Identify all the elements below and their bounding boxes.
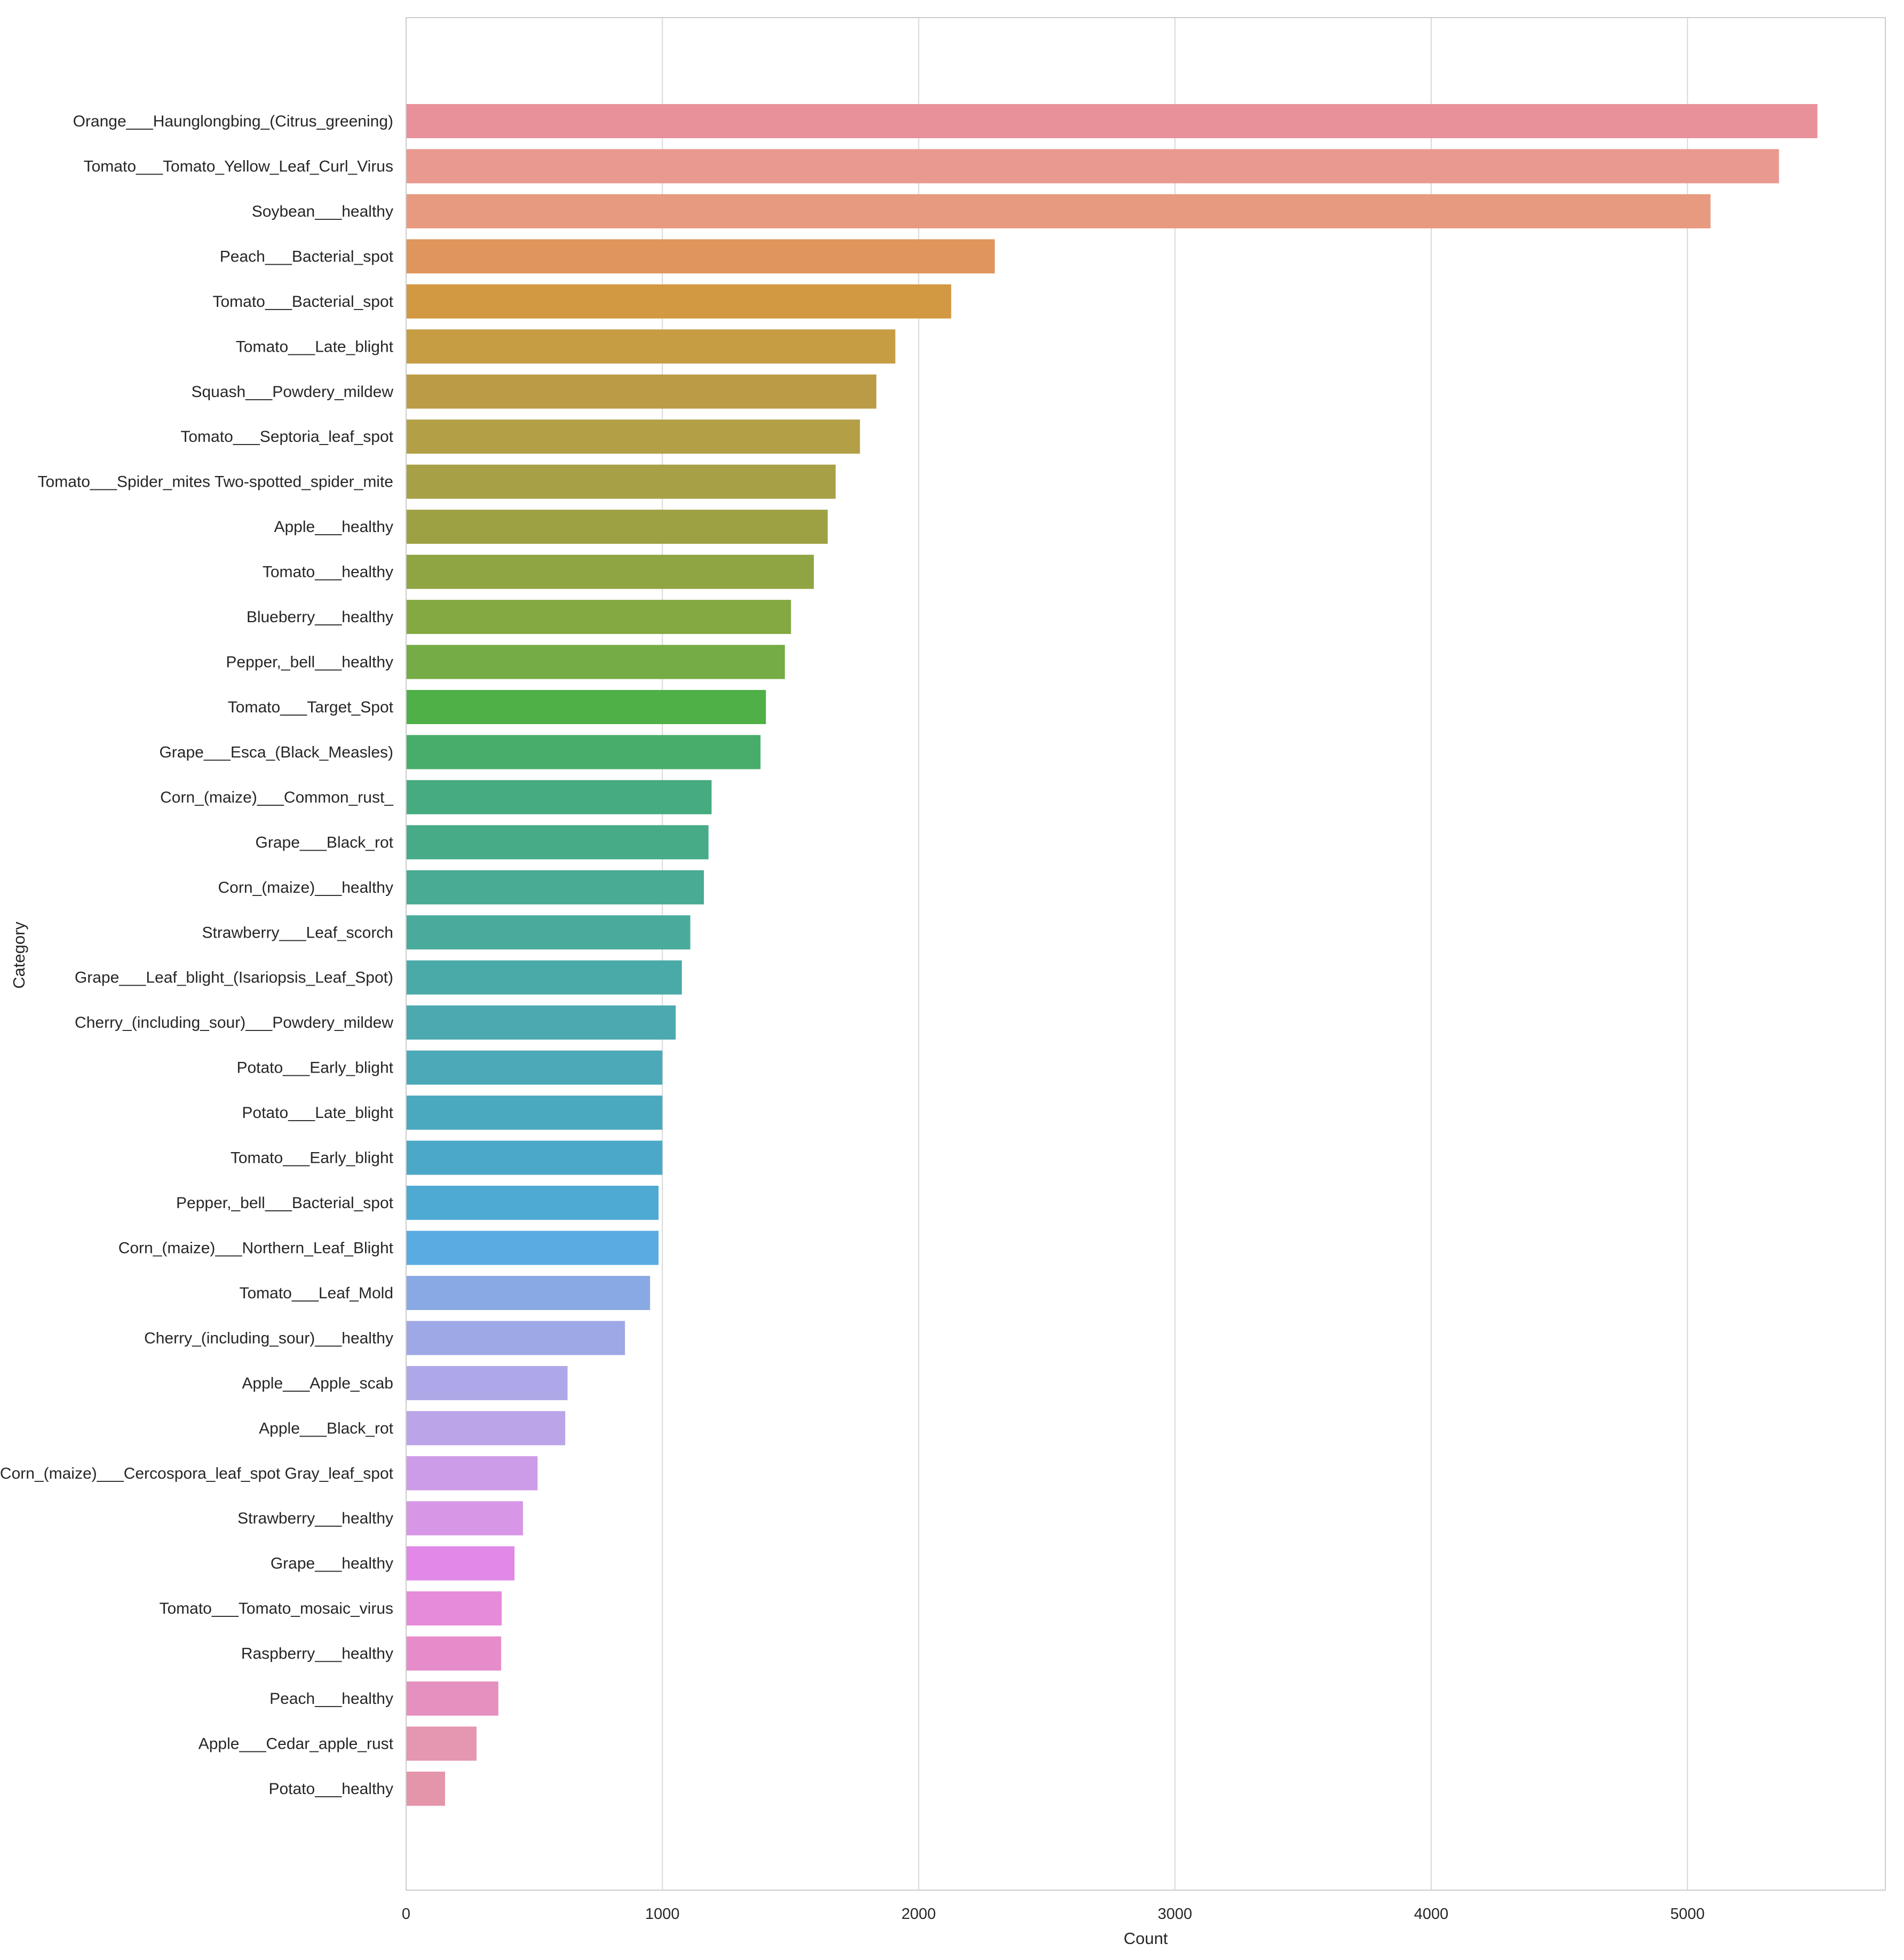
- x-tick-label: 1000: [645, 1906, 680, 1923]
- bar: [406, 1096, 663, 1130]
- bar: [406, 915, 691, 950]
- category-label: Corn_(maize)___Northern_Leaf_Blight: [118, 1239, 394, 1257]
- bar: [406, 1231, 659, 1265]
- x-tick-label: 5000: [1670, 1906, 1705, 1923]
- bar: [406, 735, 761, 769]
- category-label: Pepper,_bell___healthy: [226, 654, 393, 671]
- category-labels: Orange___Haunglongbing_(Citrus_greening)…: [0, 113, 394, 1798]
- y-axis-title: Category: [10, 922, 28, 989]
- bar: [406, 1140, 663, 1175]
- category-label: Potato___Late_blight: [242, 1104, 393, 1122]
- x-tick-label: 2000: [901, 1906, 936, 1923]
- category-label: Apple___healthy: [274, 518, 393, 536]
- category-label: Pepper,_bell___Bacterial_spot: [176, 1194, 394, 1212]
- category-label: Soybean___healthy: [252, 203, 393, 220]
- bar: [406, 1591, 502, 1626]
- category-label: Cherry_(including_sour)___Powdery_mildew: [75, 1014, 393, 1031]
- bar: [406, 329, 895, 364]
- category-label: Cherry_(including_sour)___healthy: [144, 1329, 393, 1347]
- category-label: Corn_(maize)___Common_rust_: [160, 789, 394, 806]
- category-label: Apple___Black_rot: [259, 1419, 394, 1437]
- bar: [406, 1275, 650, 1310]
- category-label: Tomato___Tomato_Yellow_Leaf_Curl_Virus: [84, 157, 393, 175]
- category-label: Potato___Early_blight: [236, 1059, 393, 1077]
- bar: [406, 1411, 566, 1446]
- category-label: Tomato___Early_blight: [231, 1149, 394, 1167]
- bar: [406, 689, 766, 724]
- bar: [406, 600, 791, 634]
- x-tick-label: 4000: [1414, 1906, 1449, 1923]
- category-label: Grape___healthy: [271, 1555, 393, 1573]
- category-label: Orange___Haunglongbing_(Citrus_greening): [73, 113, 393, 130]
- bar: [406, 1321, 625, 1355]
- category-label: Tomato___Spider_mites Two-spotted_spider…: [38, 473, 393, 491]
- x-axis-title: Count: [1124, 1929, 1168, 1948]
- plot-frame: [406, 17, 1886, 1891]
- category-label: Tomato___Target_Spot: [228, 699, 394, 716]
- category-label: Strawberry___Leaf_scorch: [202, 924, 393, 941]
- bar: [406, 1366, 568, 1400]
- bar: [406, 825, 709, 860]
- bar: [406, 374, 877, 409]
- category-label: Tomato___Tomato_mosaic_virus: [159, 1600, 393, 1617]
- bar: [406, 1681, 498, 1716]
- bar: [406, 870, 704, 904]
- bar: [406, 464, 836, 499]
- bar: [406, 1726, 477, 1761]
- bars: [406, 104, 1818, 1806]
- bar: [406, 419, 860, 454]
- x-tick-label: 0: [402, 1906, 410, 1923]
- bar: [406, 780, 712, 814]
- category-label: Peach___healthy: [269, 1690, 393, 1708]
- category-label: Corn_(maize)___Cercospora_leaf_spot Gray…: [0, 1465, 394, 1482]
- category-label: Tomato___Bacterial_spot: [212, 293, 393, 311]
- category-label: Tomato___Septoria_leaf_spot: [180, 428, 393, 446]
- category-label: Apple___Cedar_apple_rust: [199, 1735, 394, 1753]
- category-label: Strawberry___healthy: [237, 1510, 393, 1527]
- bar: [406, 239, 995, 274]
- bar: [406, 1050, 663, 1085]
- bar: [406, 960, 682, 995]
- x-tick-label: 3000: [1157, 1906, 1192, 1923]
- category-label: Tomato___healthy: [263, 564, 393, 581]
- category-label: Blueberry___healthy: [247, 608, 393, 626]
- category-label: Peach___Bacterial_spot: [220, 248, 394, 265]
- category-label: Raspberry___healthy: [241, 1645, 393, 1663]
- category-label: Tomato___Leaf_Mold: [239, 1284, 393, 1302]
- bar: [406, 1636, 502, 1671]
- bar: [406, 645, 785, 679]
- bar: [406, 284, 951, 319]
- bar: [406, 104, 1818, 138]
- category-label: Grape___Leaf_blight_(Isariopsis_Leaf_Spo…: [75, 969, 393, 987]
- bar: [406, 149, 1779, 184]
- bar: [406, 1546, 515, 1581]
- category-label: Grape___Esca_(Black_Measles): [159, 743, 393, 761]
- category-label: Apple___Apple_scab: [242, 1375, 393, 1392]
- bar: [406, 194, 1711, 228]
- category-label: Tomato___Late_blight: [236, 338, 394, 355]
- bar: [406, 1501, 523, 1536]
- bar: [406, 1456, 538, 1490]
- category-label: Corn_(maize)___healthy: [218, 879, 393, 896]
- bar: [406, 510, 828, 544]
- x-tick-labels: 0 1000 2000 3000 4000 5000: [402, 1906, 1705, 1923]
- bar: [406, 1005, 676, 1040]
- category-label: Grape___Black_rot: [256, 834, 394, 851]
- category-label: Potato___healthy: [268, 1780, 393, 1798]
- category-label: Squash___Powdery_mildew: [191, 383, 393, 401]
- bar: [406, 1186, 659, 1220]
- bar: [406, 554, 814, 589]
- bar: [406, 1772, 445, 1806]
